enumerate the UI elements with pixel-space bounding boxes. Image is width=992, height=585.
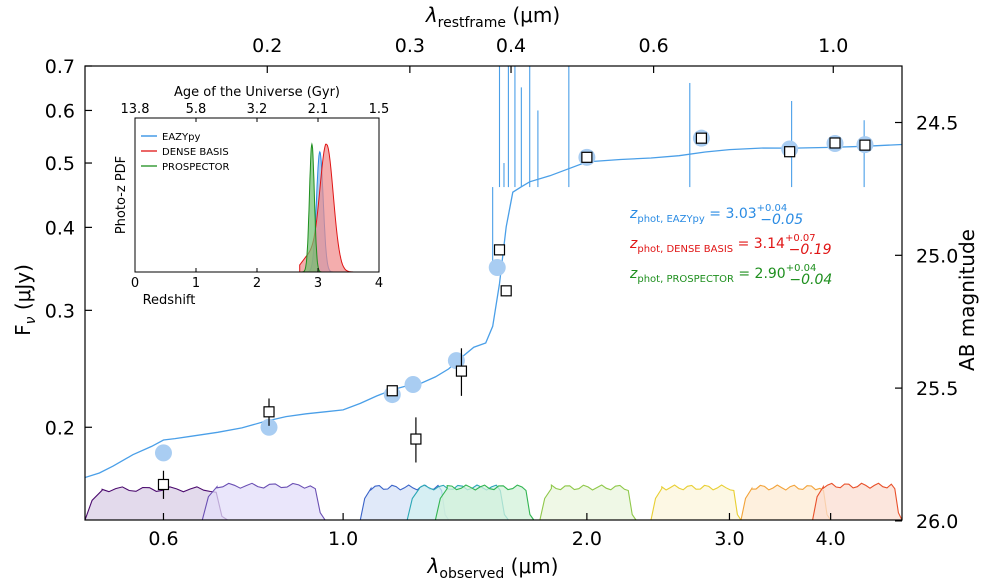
filter-curve-5 <box>434 484 535 520</box>
model-photometry-point-5 <box>447 352 465 370</box>
top-axis-title: λrestframe (μm) <box>425 3 560 31</box>
right-axis-title: AB magnitude <box>955 229 979 371</box>
bottom-tick-label-4: 3.0 <box>714 528 744 550</box>
filter-fill-2 <box>202 483 326 520</box>
filter-curve-3 <box>359 484 450 520</box>
observed-photometry-point-6 <box>493 244 506 256</box>
inset-legend-label-1: EAZYpy <box>162 132 200 143</box>
bottom-axis-title: λobserved (μm) <box>427 554 559 582</box>
observed-photometry-point-12 <box>859 139 871 151</box>
top-tick-label-1: 0.2 <box>252 35 282 57</box>
redshift-label-1: zphot, EAZYpy = 3.03+0.04 <box>629 203 787 225</box>
left-tick-label-4: 0.5 <box>45 153 75 175</box>
filter-curve-8 <box>740 484 832 520</box>
left-axis-title: Fν (μJy) <box>11 264 39 336</box>
observed-photometry-point-5 <box>455 365 468 377</box>
filter-fill-1 <box>85 486 228 520</box>
right-tick-label-2: 25.0 <box>916 245 958 267</box>
left-tick-label-6: 0.7 <box>45 56 75 78</box>
inset-bottom-tick-label-4: 3 <box>314 276 322 291</box>
redshift-label-minus-1: −0.05 <box>760 212 803 228</box>
right-tick-label-1: 24.5 <box>916 113 958 135</box>
filter-curve-2 <box>201 482 326 520</box>
right-tick-label-3: 25.5 <box>916 378 958 400</box>
filter-curve-9 <box>812 482 902 520</box>
redshift-label-minus-2: −0.19 <box>789 242 832 258</box>
inset-top-tick-label-3: 3.2 <box>247 102 268 117</box>
inset-pdf-fill-2 <box>299 144 354 272</box>
left-tick-label-3: 0.4 <box>45 217 75 239</box>
left-tick-label-5: 0.6 <box>45 100 75 122</box>
observed-photometry-point-1 <box>157 478 170 491</box>
inset-bottom-tick-label-5: 4 <box>375 276 383 291</box>
inset-top-tick-label-4: 2.1 <box>308 102 329 117</box>
observed-photometry-point-10 <box>784 146 796 158</box>
observed-photometry-point-4 <box>410 433 422 445</box>
inset-pdf-fill-3 <box>302 144 322 272</box>
model-photometry-point-4 <box>404 375 422 393</box>
inset-legend-label-3: PROSPECTOR <box>162 162 230 173</box>
redshift-label-minus-3: −0.04 <box>789 272 832 288</box>
observed-photometry-point-8 <box>581 151 593 163</box>
filter-curve-4 <box>406 484 509 520</box>
observed-photometry-point-2 <box>263 406 275 418</box>
top-tick-label-4: 0.6 <box>639 35 669 57</box>
filter-fill-7 <box>651 485 741 520</box>
filter-fill-8 <box>741 485 831 520</box>
inset-top-tick-label-2: 5.8 <box>186 102 207 117</box>
inset-top-axis-title: Age of the Universe (Gyr) <box>174 85 340 100</box>
bottom-tick-label-3: 2.0 <box>572 528 602 550</box>
redshift-label-3: zphot, PROSPECTOR = 2.90+0.04 <box>629 263 816 285</box>
filter-fill-9 <box>812 483 902 520</box>
top-tick-label-5: 1.0 <box>818 35 848 57</box>
redshift-label-2: zphot, DENSE BASIS = 3.14+0.07 <box>629 233 816 255</box>
inset-legend-label-2: DENSE BASIS <box>162 147 229 158</box>
filter-fill-5 <box>435 485 534 520</box>
filter-curve-6 <box>539 484 637 520</box>
bottom-tick-label-2: 1.0 <box>328 528 358 550</box>
bottom-tick-label-5: 4.0 <box>816 528 846 550</box>
observed-photometry-point-3 <box>386 385 398 397</box>
top-tick-label-3: 0.4 <box>496 35 526 57</box>
inset-bottom-tick-label-1: 0 <box>131 276 139 291</box>
inset-top-tick-label-5: 1.5 <box>369 102 390 117</box>
left-tick-label-1: 0.2 <box>45 417 75 439</box>
inset-top-tick-label-1: 13.8 <box>121 102 150 117</box>
plot-frame <box>84 65 903 521</box>
observed-photometry-point-7 <box>500 285 512 297</box>
model-photometry-point-2 <box>260 418 278 436</box>
bottom-tick-label-1: 0.6 <box>148 528 178 550</box>
observed-photometry-point-9 <box>695 132 708 144</box>
inset-x-axis-title: Redshift <box>143 293 196 308</box>
inset-y-axis-title: Photo-z PDF <box>114 156 129 234</box>
filter-fill-6 <box>539 485 636 520</box>
right-tick-label-4: 26.0 <box>916 511 958 533</box>
inset-bottom-tick-label-3: 2 <box>253 276 261 291</box>
model-photometry-point-1 <box>154 444 172 462</box>
left-tick-label-2: 0.3 <box>45 300 75 322</box>
filter-curve-1 <box>85 486 228 520</box>
top-tick-label-2: 0.3 <box>395 35 425 57</box>
inset-bottom-tick-label-2: 1 <box>192 276 200 291</box>
observed-photometry-point-11 <box>829 137 841 149</box>
filter-curve-7 <box>650 484 742 520</box>
model-photometry-point-6 <box>488 259 506 277</box>
